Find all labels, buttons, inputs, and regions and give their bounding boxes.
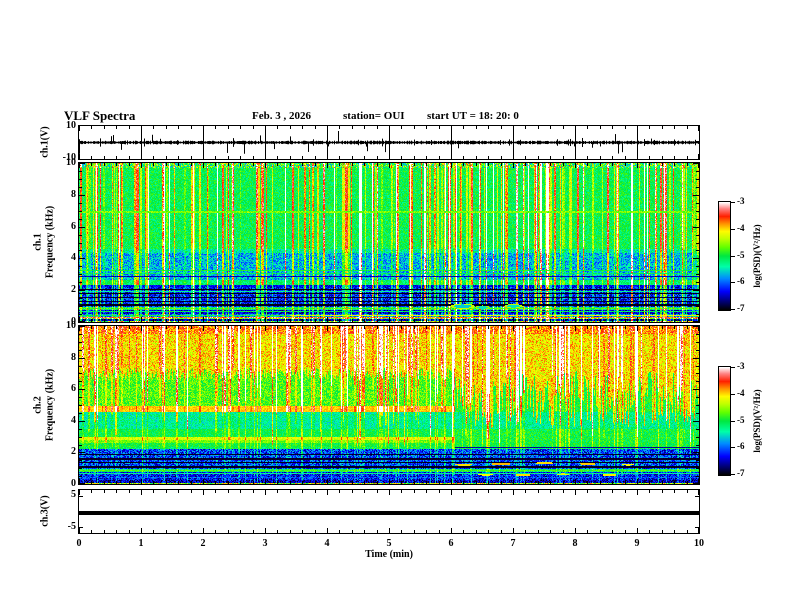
y-tick-label: 10 [66, 157, 76, 168]
ch1-label-line1: ch.1 [32, 233, 44, 251]
x-tick-label: 0 [76, 538, 82, 549]
ch2-frequency-axis-label: ch.2 Frequency (kHz) [33, 369, 56, 441]
ch2-spectrogram-panel [78, 325, 700, 485]
page-title: VLF Spectra [64, 108, 136, 123]
y-tick-label: 10 [66, 120, 76, 131]
ch1-label-line2: Frequency (kHz) [44, 205, 55, 279]
x-tick-label: 5 [386, 538, 392, 549]
y-tick-label: 10 [66, 320, 76, 331]
colorbar-tick [730, 393, 735, 395]
colorbar-tick-label: -6 [737, 441, 745, 452]
y-tick-label: 4 [71, 252, 76, 264]
y-tick-label: 0 [71, 316, 76, 327]
colorbar-1-canvas [719, 202, 730, 310]
x-tick-label: 10 [694, 538, 704, 549]
colorbar-tick-label: -6 [737, 276, 745, 287]
y-tick-label: 6 [71, 220, 76, 232]
colorbar-2-canvas [719, 367, 730, 475]
ch3-voltage-axis-label: ch.3(V) [39, 495, 51, 527]
colorbar-tick [730, 255, 735, 257]
station-label: station= OUI [343, 110, 405, 122]
y-tick-label: 6 [71, 383, 76, 395]
colorbar-tick [730, 367, 735, 368]
y-tick-label: -5 [67, 521, 76, 532]
y-tick-label: 0 [71, 478, 76, 489]
colorbar-tick-label: -5 [737, 414, 745, 425]
colorbar-tick [730, 282, 735, 284]
ch1-waveform-canvas [79, 126, 699, 159]
time-axis-label: Time (min) [365, 549, 413, 560]
colorbar-tick-label: -4 [737, 387, 745, 398]
colorbar-tick-label: -3 [737, 361, 745, 371]
x-tick-label: 7 [510, 538, 516, 549]
colorbar-tick-label: -4 [737, 222, 745, 233]
ch1-frequency-axis-label: ch.1 Frequency (kHz) [33, 206, 56, 278]
x-tick-label: 8 [572, 538, 578, 549]
ch2-label-line1: ch.2 [32, 396, 44, 414]
ch1-spectrogram-canvas [79, 163, 699, 322]
y-tick-label: -10 [62, 152, 76, 163]
y-tick-label: 2 [71, 446, 76, 458]
y-tick-label: 5 [71, 489, 76, 500]
ch3-waveform-canvas [79, 490, 699, 533]
x-tick-label: 9 [634, 538, 640, 549]
x-tick-label: 6 [448, 538, 454, 549]
colorbar-tick [730, 420, 735, 422]
ch1-voltage-axis-label: ch.1(V) [39, 126, 51, 158]
y-tick-label: 8 [71, 351, 76, 363]
x-tick-label: 4 [324, 538, 330, 549]
colorbar-tick [730, 309, 735, 310]
x-tick-label: 2 [200, 538, 206, 549]
x-tick-label: 1 [138, 538, 144, 549]
start-ut-label: start UT = 18: 20: 0 [427, 110, 519, 122]
colorbar-tick [730, 474, 735, 475]
date-label: Feb. 3 , 2026 [252, 110, 311, 122]
y-tick-label: 4 [71, 414, 76, 426]
ch2-spectrogram-canvas [79, 326, 699, 484]
ch3-waveform-panel [78, 489, 700, 534]
colorbar-tick-label: -5 [737, 249, 745, 260]
ch2-label-line2: Frequency (kHz) [44, 368, 55, 442]
x-tick-label: 3 [262, 538, 268, 549]
colorbar-tick-label: -7 [737, 303, 745, 313]
y-tick-label: 2 [71, 284, 76, 296]
colorbar-tick [730, 447, 735, 449]
colorbar-tick [730, 202, 735, 203]
colorbar-tick-label: -3 [737, 196, 745, 206]
y-tick-label: 8 [71, 188, 76, 200]
colorbar-tick [730, 228, 735, 230]
colorbar-tick-label: -7 [737, 468, 745, 478]
ch1-waveform-panel [78, 125, 700, 160]
ch1-spectrogram-panel [78, 162, 700, 323]
